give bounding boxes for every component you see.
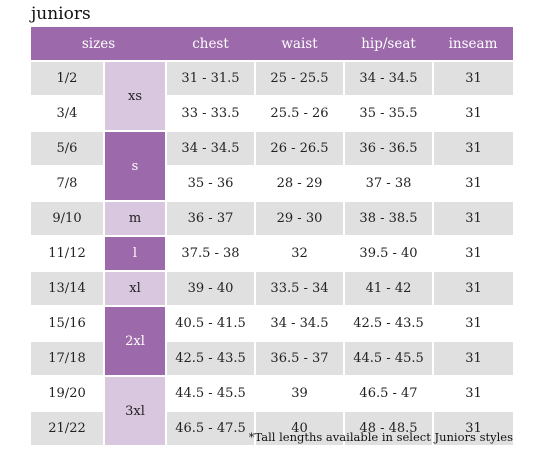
inseam-cell: 31 xyxy=(433,375,513,411)
inseam-cell: 31 xyxy=(433,130,513,166)
chest-cell: 36 - 37 xyxy=(166,200,256,236)
header-waist: waist xyxy=(255,27,344,61)
inseam-cell: 31 xyxy=(433,305,513,341)
numeric-size-cell: 11/12 xyxy=(31,235,105,271)
waist-cell: 34 - 34.5 xyxy=(255,305,345,341)
letter-size-cell: m xyxy=(104,200,167,236)
waist-cell: 25.5 - 26 xyxy=(255,95,345,131)
inseam-cell: 31 xyxy=(433,410,513,445)
waist-cell: 29 - 30 xyxy=(255,200,345,236)
hip-cell: 44.5 - 45.5 xyxy=(344,340,434,376)
chest-cell: 46.5 - 47.5 xyxy=(166,410,256,445)
numeric-size-cell: 15/16 xyxy=(31,305,105,341)
hip-cell: 36 - 36.5 xyxy=(344,130,434,166)
table-row: 19/20 3xl 44.5 - 45.5 39 46.5 - 47 31 xyxy=(31,375,513,445)
letter-size-cell: 2xl xyxy=(104,305,167,376)
waist-cell: 36.5 - 37 xyxy=(255,340,345,376)
inseam-cell: 31 xyxy=(433,60,513,96)
numeric-size-cell: 5/6 xyxy=(31,130,105,166)
numeric-size-cell: 17/18 xyxy=(31,340,105,376)
chest-cell: 31 - 31.5 xyxy=(166,60,256,96)
header-hip-seat: hip/seat xyxy=(344,27,433,61)
header-chest: chest xyxy=(166,27,255,61)
chart-title: juniors xyxy=(31,4,91,24)
chest-cell: 34 - 34.5 xyxy=(166,130,256,166)
chest-cell: 40.5 - 41.5 xyxy=(166,305,256,341)
table-row: 9/10 m 36 - 37 29 - 30 38 - 38.5 31 xyxy=(31,200,513,236)
table-row: 7/8 35 - 36 28 - 29 37 - 38 31 xyxy=(31,165,513,201)
numeric-size-cell: 9/10 xyxy=(31,200,105,236)
hip-cell: 41 - 42 xyxy=(344,270,434,306)
table-row: 13/14 xl 39 - 40 33.5 - 34 41 - 42 31 xyxy=(31,270,513,306)
chest-cell: 35 - 36 xyxy=(166,165,256,201)
numeric-size-cell: 1/2 xyxy=(31,60,105,96)
inseam-cell: 31 xyxy=(433,235,513,271)
inseam-cell: 31 xyxy=(433,340,513,376)
hip-cell: 42.5 - 43.5 xyxy=(344,305,434,341)
numeric-size-cell: 19/20 xyxy=(31,375,105,411)
chest-cell: 44.5 - 45.5 xyxy=(166,375,256,411)
letter-size-cell: l xyxy=(104,235,167,271)
header-sizes: sizes xyxy=(31,27,166,61)
chest-cell: 39 - 40 xyxy=(166,270,256,306)
chest-cell: 33 - 33.5 xyxy=(166,95,256,131)
table-row: 17/18 42.5 - 43.5 36.5 - 37 44.5 - 45.5 … xyxy=(31,340,513,376)
hip-cell: 34 - 34.5 xyxy=(344,60,434,96)
table-row: 21/22 46.5 - 47.5 40 48 - 48.5 31 xyxy=(31,410,513,445)
waist-cell: 28 - 29 xyxy=(255,165,345,201)
size-chart-table: sizes chest waist hip/seat inseam 1/2 xs… xyxy=(31,27,513,445)
inseam-cell: 31 xyxy=(433,200,513,236)
letter-size-cell: s xyxy=(104,130,167,201)
letter-size-cell: xl xyxy=(104,270,167,306)
chest-cell: 42.5 - 43.5 xyxy=(166,340,256,376)
numeric-size-cell: 3/4 xyxy=(31,95,105,131)
numeric-size-cell: 21/22 xyxy=(31,410,105,445)
header-row: sizes chest waist hip/seat inseam xyxy=(31,27,513,61)
inseam-cell: 31 xyxy=(433,95,513,131)
table-row: 3/4 33 - 33.5 25.5 - 26 35 - 35.5 31 xyxy=(31,95,513,131)
numeric-size-cell: 13/14 xyxy=(31,270,105,306)
table-row: 5/6 s 34 - 34.5 26 - 26.5 36 - 36.5 31 xyxy=(31,130,513,201)
inseam-cell: 31 xyxy=(433,270,513,306)
footnote: *Tall lengths available in select Junior… xyxy=(248,430,513,444)
table-row: 1/2 xs 31 - 31.5 25 - 25.5 34 - 34.5 31 xyxy=(31,60,513,131)
hip-cell: 37 - 38 xyxy=(344,165,434,201)
letter-size-cell: xs xyxy=(104,60,167,131)
hip-cell: 38 - 38.5 xyxy=(344,200,434,236)
inseam-cell: 31 xyxy=(433,165,513,201)
hip-cell: 48 - 48.5 xyxy=(344,410,434,445)
waist-cell: 32 xyxy=(255,235,345,271)
table-row: 15/16 2xl 40.5 - 41.5 34 - 34.5 42.5 - 4… xyxy=(31,305,513,376)
chest-cell: 37.5 - 38 xyxy=(166,235,256,271)
waist-cell: 25 - 25.5 xyxy=(255,60,345,96)
waist-cell: 33.5 - 34 xyxy=(255,270,345,306)
header-inseam: inseam xyxy=(433,27,513,61)
table-row: 11/12 l 37.5 - 38 32 39.5 - 40 31 xyxy=(31,235,513,271)
letter-size-cell: 3xl xyxy=(104,375,167,445)
hip-cell: 46.5 - 47 xyxy=(344,375,434,411)
numeric-size-cell: 7/8 xyxy=(31,165,105,201)
waist-cell: 40 xyxy=(255,410,345,445)
hip-cell: 35 - 35.5 xyxy=(344,95,434,131)
hip-cell: 39.5 - 40 xyxy=(344,235,434,271)
waist-cell: 26 - 26.5 xyxy=(255,130,345,166)
waist-cell: 39 xyxy=(255,375,345,411)
